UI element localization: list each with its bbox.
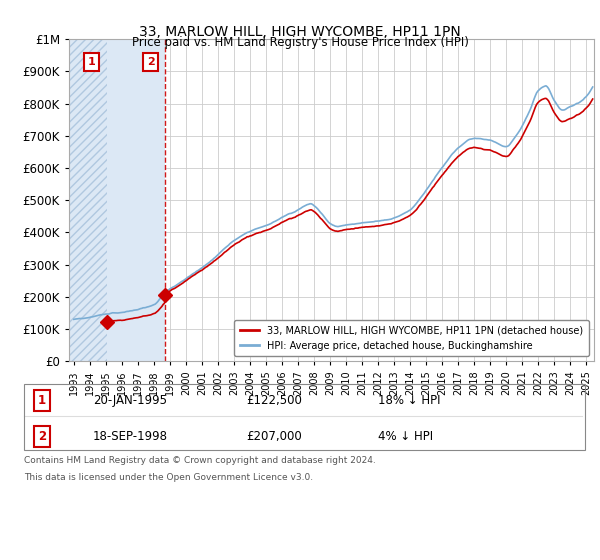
Legend: 33, MARLOW HILL, HIGH WYCOMBE, HP11 1PN (detached house), HPI: Average price, de: 33, MARLOW HILL, HIGH WYCOMBE, HP11 1PN … [234, 320, 589, 356]
Text: 1: 1 [38, 394, 46, 407]
Text: Contains HM Land Registry data © Crown copyright and database right 2024.: Contains HM Land Registry data © Crown c… [24, 456, 376, 465]
Bar [69, 39, 107, 361]
Text: 20-JAN-1995: 20-JAN-1995 [93, 394, 167, 407]
Text: 2: 2 [147, 57, 155, 67]
Text: 2: 2 [38, 430, 46, 444]
Text: Price paid vs. HM Land Registry's House Price Index (HPI): Price paid vs. HM Land Registry's House … [131, 36, 469, 49]
Text: 1: 1 [88, 57, 95, 67]
Text: £207,000: £207,000 [246, 430, 302, 444]
Text: 33, MARLOW HILL, HIGH WYCOMBE, HP11 1PN: 33, MARLOW HILL, HIGH WYCOMBE, HP11 1PN [139, 25, 461, 39]
Text: £122,500: £122,500 [246, 394, 302, 407]
Text: This data is licensed under the Open Government Licence v3.0.: This data is licensed under the Open Gov… [24, 473, 313, 482]
Text: 18% ↓ HPI: 18% ↓ HPI [378, 394, 440, 407]
Text: 18-SEP-1998: 18-SEP-1998 [93, 430, 168, 444]
Bar [107, 39, 166, 361]
Text: 4% ↓ HPI: 4% ↓ HPI [378, 430, 433, 444]
